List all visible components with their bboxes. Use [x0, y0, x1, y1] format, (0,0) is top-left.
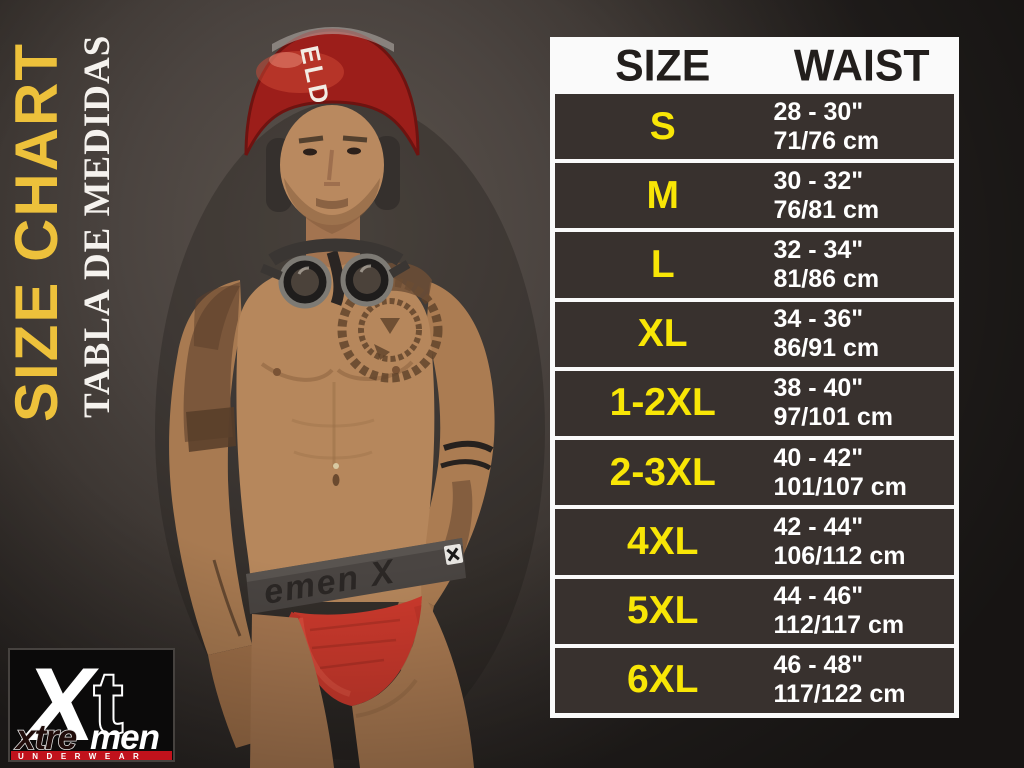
size-value: M	[646, 173, 679, 217]
waist-inches: 32 - 34"	[773, 236, 864, 265]
waist-cm: 117/122 cm	[773, 680, 906, 709]
size-value: 5XL	[626, 589, 699, 633]
waist-value: 44 - 46" 112/117 cm	[770, 582, 954, 640]
waist-inches: 34 - 36"	[773, 305, 864, 334]
xtremen-logo: X t xtre men UNDERWEAR	[8, 648, 175, 762]
waist-inches: 38 - 40"	[773, 374, 864, 403]
waist-cm: 97/101 cm	[773, 403, 893, 432]
logo-t: t	[94, 655, 123, 751]
waist-cm: 112/117 cm	[773, 611, 905, 640]
logo-men: men	[90, 718, 159, 757]
table-header-row: SIZE WAIST	[555, 40, 954, 91]
table-row: L 32 - 34" 81/86 cm	[555, 232, 954, 298]
table-row: 5XL 44 - 46" 112/117 cm	[555, 578, 954, 644]
waist-value: 30 - 32" 76/81 cm	[770, 167, 954, 225]
size-value: 4XL	[626, 519, 699, 563]
waist-cm: 71/76 cm	[773, 126, 880, 155]
waist-value: 38 - 40" 97/101 cm	[770, 374, 954, 432]
size-table: SIZE WAIST S 28 - 30" 71/76 cm M 30 - 32…	[550, 37, 959, 718]
size-value: XL	[637, 312, 688, 356]
table-row: 6XL 46 - 48" 117/122 cm	[555, 647, 954, 713]
table-row: XL 34 - 36" 86/91 cm	[555, 301, 954, 367]
waist-cm: 76/81 cm	[773, 195, 880, 224]
size-value: 2-3XL	[609, 450, 716, 494]
table-row: M 30 - 32" 76/81 cm	[555, 163, 954, 229]
table-row: 4XL 42 - 44" 106/112 cm	[555, 509, 954, 575]
waist-value: 42 - 44" 106/112 cm	[770, 513, 954, 571]
size-value: 1-2XL	[609, 381, 716, 425]
waist-value: 28 - 30" 71/76 cm	[770, 98, 954, 156]
table-row: 1-2XL 38 - 40" 97/101 cm	[555, 370, 954, 437]
size-value: 6XL	[626, 658, 699, 702]
size-value: L	[650, 243, 675, 287]
size-value: S	[649, 104, 676, 148]
waist-inches: 28 - 30"	[773, 97, 864, 126]
table-row: S 28 - 30" 71/76 cm	[555, 94, 954, 160]
table-row: 2-3XL 40 - 42" 101/107 cm	[555, 440, 954, 506]
waist-inches: 46 - 48"	[773, 651, 864, 680]
model-photo: ELD emen X	[169, 27, 495, 768]
waist-value: 46 - 48" 117/122 cm	[770, 651, 954, 709]
waist-value: 40 - 42" 101/107 cm	[770, 444, 954, 502]
waist-cm: 106/112 cm	[773, 541, 906, 570]
waist-cm: 101/107 cm	[773, 472, 907, 501]
waist-inches: 42 - 44"	[773, 512, 864, 541]
column-header-waist: WAIST	[794, 40, 931, 91]
column-header-size: SIZE	[615, 40, 711, 91]
waist-inches: 44 - 46"	[773, 582, 864, 611]
waist-cm: 86/91 cm	[773, 334, 880, 363]
waist-inches: 40 - 42"	[773, 443, 864, 472]
logo-tagline: UNDERWEAR	[18, 752, 147, 761]
page-subtitle: TABLA DE MEDIDAS	[77, 34, 118, 418]
waist-cm: 81/86 cm	[773, 265, 880, 294]
page-title: SIZE CHART	[3, 42, 70, 422]
waist-value: 34 - 36" 86/91 cm	[770, 305, 954, 363]
waist-value: 32 - 34" 81/86 cm	[770, 236, 954, 294]
waist-inches: 30 - 32"	[773, 166, 864, 195]
